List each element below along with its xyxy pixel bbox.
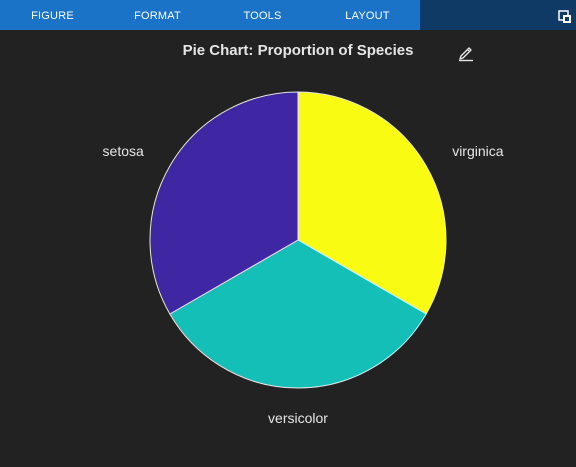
menu-tabs: FIGURE FORMAT TOOLS LAYOUT <box>0 0 420 30</box>
tab-format[interactable]: FORMAT <box>134 10 181 22</box>
popout-window-icon[interactable] <box>558 10 572 24</box>
slice-label-versicolor: versicolor <box>268 410 328 426</box>
pie-slice-virginica[interactable] <box>297 91 447 315</box>
tab-tools[interactable]: TOOLS <box>243 10 282 22</box>
tab-layout[interactable]: LAYOUT <box>345 10 390 22</box>
chart-title: Pie Chart: Proportion of Species <box>182 42 414 59</box>
menu-bar: FIGURE FORMAT TOOLS LAYOUT <box>0 0 576 30</box>
tab-figure[interactable]: FIGURE <box>31 10 74 22</box>
pie-slice-setosa[interactable] <box>149 91 299 315</box>
edit-pen-icon[interactable] <box>456 42 476 62</box>
pie-slice-versicolor[interactable] <box>169 239 427 389</box>
slice-label-setosa: setosa <box>103 143 144 159</box>
slice-label-virginica: virginica <box>452 143 504 159</box>
